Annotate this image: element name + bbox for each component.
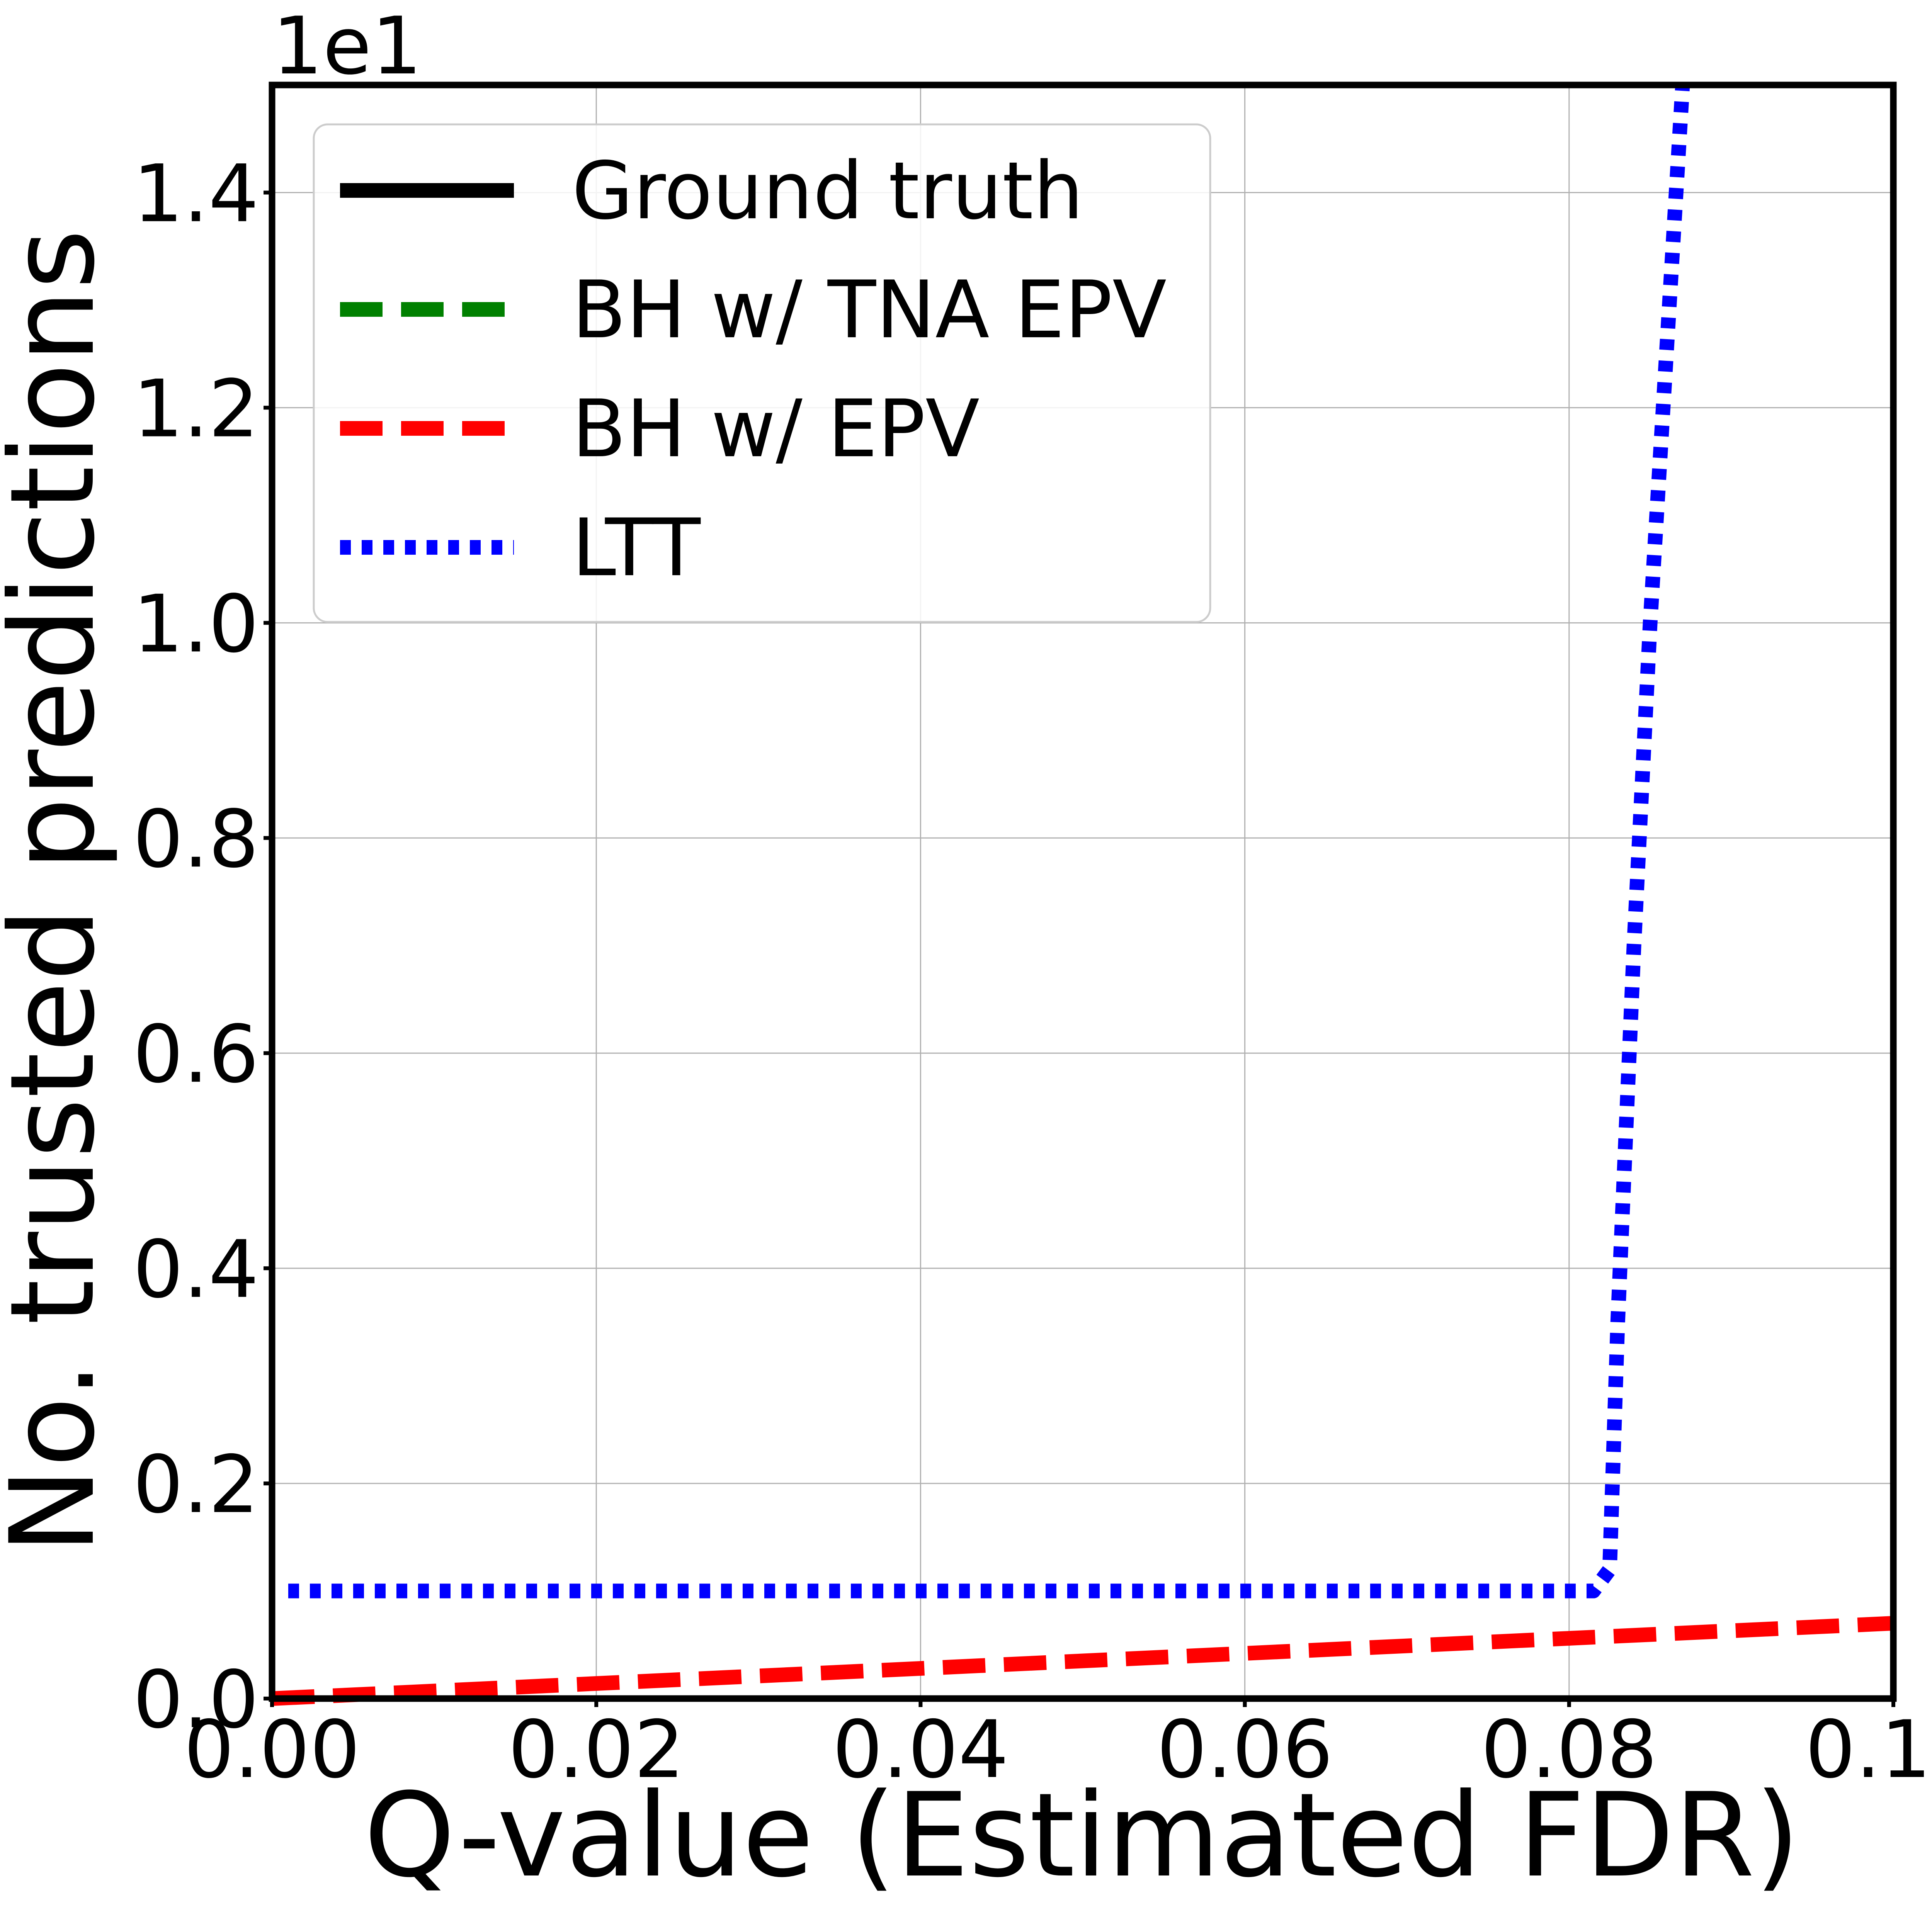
legend-label-bh-w-tna-epv: BH w/ TNA EPV (572, 264, 1167, 356)
legend-label-ground-truth: Ground truth (572, 145, 1083, 237)
y-tick-label-3: 0.6 (133, 1009, 259, 1101)
legend-label-bh-w-epv: BH w/ EPV (572, 383, 980, 475)
y-tick-label-5: 1.0 (133, 578, 259, 670)
series-lines (272, 84, 1894, 1706)
y-offset-label: 1e1 (272, 0, 422, 92)
x-tick-label-1: 0.02 (508, 1704, 684, 1796)
x-tick-label-0: 0.00 (184, 1704, 360, 1796)
legend: Ground truth BH w/ TNA EPV BH w/ EPV LTT (313, 123, 1211, 623)
y-tick-label-0: 0.0 (133, 1654, 259, 1746)
x-tick-label-4: 0.08 (1481, 1704, 1657, 1796)
y-tick-label-2: 0.4 (133, 1224, 259, 1316)
plot-frame (269, 82, 1897, 1702)
x-tick-label-5: 0.10 (1805, 1704, 1932, 1796)
legend-label-ltt: LTT (572, 502, 701, 594)
y-tick-label-6: 1.2 (133, 363, 259, 455)
y-tick-label-7: 1.4 (133, 148, 259, 240)
x-axis-label: Q-value (Estimated FDR) (364, 1768, 1800, 1903)
legend-box (313, 123, 1211, 623)
series-line-bh-w-epv (272, 1616, 1894, 1706)
x-axis-ticks: 0.00 0.02 0.04 0.06 0.08 0.10 (184, 1699, 1932, 1796)
x-tick-label-3: 0.06 (1156, 1704, 1333, 1796)
y-tick-label-4: 0.8 (133, 793, 259, 885)
y-axis-ticks: 0.0 0.2 0.4 0.6 0.8 1.0 1.2 1.4 (133, 148, 272, 1746)
y-axis-label: No. trusted predictions (0, 229, 120, 1554)
y-tick-label-1: 0.2 (133, 1439, 259, 1531)
x-tick-label-2: 0.04 (832, 1704, 1009, 1796)
